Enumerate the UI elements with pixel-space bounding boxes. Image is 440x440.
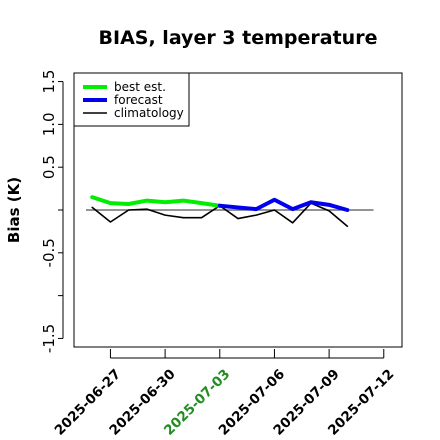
legend-entry: climatology <box>114 106 184 120</box>
y-tick-label: -0.5 <box>40 238 58 267</box>
chart-title: BIAS, layer 3 temperature <box>99 27 378 49</box>
y-axis-label: Bias (K) <box>5 177 23 243</box>
plot-area <box>73 72 403 348</box>
legend-entry: forecast <box>114 93 163 107</box>
y-tick-label: 1.0 <box>40 112 58 136</box>
y-tick-label: -1.5 <box>40 324 58 353</box>
series-line-forecast <box>217 197 350 212</box>
y-tick-label: 0.5 <box>40 155 58 179</box>
series-line-best-est <box>90 195 222 208</box>
y-tick-label: 1.5 <box>40 70 58 94</box>
legend-entry: best est. <box>114 80 166 94</box>
